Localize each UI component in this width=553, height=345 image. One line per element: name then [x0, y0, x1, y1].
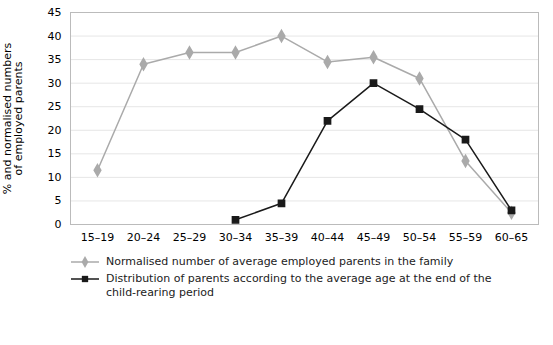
svg-text:30–34: 30–34	[219, 231, 253, 244]
svg-text:50–54: 50–54	[403, 231, 437, 244]
svg-text:20: 20	[48, 124, 62, 137]
svg-text:20–24: 20–24	[127, 231, 161, 244]
html-text:Normalised number of average e: Normalised number of average employed pa…	[106, 255, 454, 268]
svg-text:35–39: 35–39	[265, 231, 299, 244]
svg-text:30: 30	[48, 77, 62, 90]
svg-text:25: 25	[48, 100, 62, 113]
svg-text:25–29: 25–29	[173, 231, 207, 244]
svg-text:45: 45	[48, 6, 62, 19]
svg-text:40–44: 40–44	[311, 231, 345, 244]
svg-text:15–19: 15–19	[81, 231, 115, 244]
svg-text:40: 40	[48, 30, 62, 43]
svg-text:10: 10	[48, 171, 62, 184]
svg-text:55–59: 55–59	[449, 231, 483, 244]
svg-text:% and normalised numbersof emp: % and normalised numbersof employed pare…	[1, 43, 25, 195]
svg-text:15: 15	[48, 147, 62, 160]
svg-text:60–65: 60–65	[495, 231, 529, 244]
svg-text:45–49: 45–49	[357, 231, 391, 244]
svg-text:0: 0	[55, 218, 62, 231]
svg-text:35: 35	[48, 53, 62, 66]
svg-text:5: 5	[55, 194, 62, 207]
html-text:Distribution of parents accord: Distribution of parents according to the…	[106, 271, 492, 299]
